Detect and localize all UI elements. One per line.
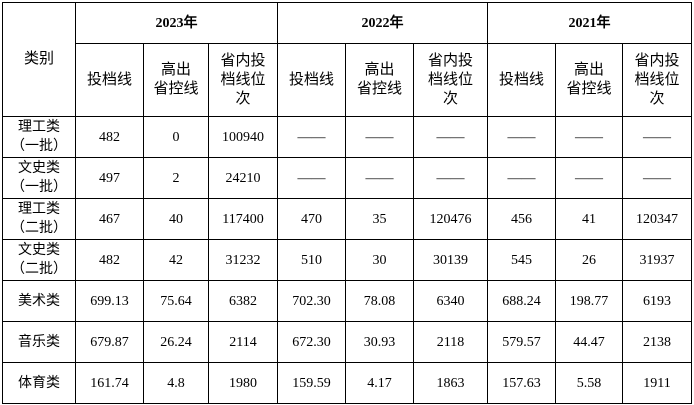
column-header: 投档线 [277, 43, 347, 117]
data-row: 理工类 （二批） 467 40 117400 470 35 120476 456 41 12034… [2, 198, 693, 240]
category-cell: 文史类 （二批） [2, 239, 76, 281]
value-cell: 699.13 [75, 280, 144, 322]
value-cell: 545 [487, 239, 557, 281]
value-cell: 456 [487, 198, 557, 240]
data-row: 文史类 （二批） 482 42 31232 510 30 30139 545 26 31937 [2, 239, 693, 281]
value-cell: —— [413, 157, 489, 199]
column-header: 省内投 档线位 次 [622, 43, 693, 117]
header-row: 投档线 高出 省控线 省内投 档线位 次投档线 高出 省控线 省内投 档线位 次投档线高… [3, 43, 693, 117]
value-cell: 6193 [622, 280, 693, 322]
value-cell: 117400 [207, 198, 279, 240]
value-cell: 482 [75, 239, 144, 281]
category-cell: 美术类 [2, 280, 76, 322]
value-cell: 579.57 [487, 321, 557, 363]
value-cell: 157.63 [487, 362, 557, 404]
category-cell: 理工类 （二批） [2, 198, 76, 240]
year-header: 2021年 [487, 2, 693, 44]
value-cell: 0 [143, 116, 209, 158]
year-header: 2022年 [277, 2, 489, 44]
value-cell: 510 [277, 239, 347, 281]
value-cell: 688.24 [487, 280, 557, 322]
data-row: 体育类 161.74 4.8 1980 159.59 4.17 1863 157.63 5.58… [2, 362, 693, 404]
value-cell: 1863 [413, 362, 489, 404]
value-cell: 2 [143, 157, 209, 199]
value-cell: 161.74 [75, 362, 144, 404]
value-cell: 31232 [207, 239, 279, 281]
value-cell: 467 [75, 198, 144, 240]
value-cell: 4.8 [143, 362, 209, 404]
value-cell: 482 [75, 116, 144, 158]
value-cell: 1980 [207, 362, 279, 404]
table-header: 类别 2023年 2022年 2021年 投档线 高出 省控线 省内投 档线位 次投档线 高出… [2, 2, 693, 117]
value-cell: 497 [75, 157, 144, 199]
category-cell: 理工类 （一批） [2, 116, 76, 158]
value-cell: 6382 [207, 280, 279, 322]
value-cell: —— [622, 157, 693, 199]
value-cell: 1911 [622, 362, 693, 404]
value-cell: 2138 [622, 321, 693, 363]
column-header: 投档线 [75, 43, 144, 117]
value-cell: 702.30 [277, 280, 347, 322]
value-cell: 41 [555, 198, 624, 240]
value-cell: 78.08 [345, 280, 415, 322]
data-row: 美术类 699.13 75.64 6382 702.30 78.08 6340 688.24 1… [2, 280, 693, 322]
value-cell: 24210 [207, 157, 279, 199]
value-cell: —— [345, 116, 415, 158]
data-row: 音乐类 679.87 26.24 2114 672.30 30.93 2118 579.57 4… [2, 321, 693, 363]
value-cell: 4.17 [345, 362, 415, 404]
value-cell: 42 [143, 239, 209, 281]
column-header: 高出 省控线 [143, 43, 209, 117]
value-cell: 672.30 [277, 321, 347, 363]
value-cell: 120347 [622, 198, 693, 240]
value-cell: 159.59 [277, 362, 347, 404]
category-cell: 文史类 （一批） [2, 157, 76, 199]
value-cell: 30139 [413, 239, 489, 281]
value-cell: 40 [143, 198, 209, 240]
value-cell: 5.58 [555, 362, 624, 404]
value-cell: 30.93 [345, 321, 415, 363]
value-cell: 6340 [413, 280, 489, 322]
value-cell: 2118 [413, 321, 489, 363]
value-cell: —— [555, 157, 624, 199]
value-cell: 198.77 [555, 280, 624, 322]
value-cell: —— [555, 116, 624, 158]
table-body: 理工类 （一批） 482 0 100940 —— —— —— —— —— —— 文史类 （一批） 49… [2, 116, 693, 404]
value-cell: —— [277, 116, 347, 158]
category-cell: 体育类 [2, 362, 76, 404]
data-row: 理工类 （一批） 482 0 100940 —— —— —— —— —— —— [2, 116, 693, 158]
column-header: 投档线 [487, 43, 557, 117]
column-header: 高出 省控线 [555, 43, 624, 117]
column-header: 省内投 档线位 次 [413, 43, 489, 117]
value-cell: 470 [277, 198, 347, 240]
value-cell: —— [487, 157, 557, 199]
value-cell: —— [277, 157, 347, 199]
value-cell: 30 [345, 239, 415, 281]
column-header: 省内投 档线位 次 [207, 43, 279, 117]
category-cell: 音乐类 [2, 321, 76, 363]
value-cell: 31937 [622, 239, 693, 281]
value-cell: 120476 [413, 198, 489, 240]
value-cell: 75.64 [143, 280, 209, 322]
header-row: 类别 2023年 2022年 2021年 [2, 2, 693, 117]
value-cell: 26 [555, 239, 624, 281]
value-cell: 26.24 [143, 321, 209, 363]
value-cell: —— [487, 116, 557, 158]
value-cell: 35 [345, 198, 415, 240]
category-header: 类别 [2, 2, 76, 117]
value-cell: —— [622, 116, 693, 158]
value-cell: —— [413, 116, 489, 158]
value-cell: 679.87 [75, 321, 144, 363]
data-row: 文史类 （一批） 497 2 24210 —— —— —— —— —— —— [2, 157, 693, 199]
value-cell: 44.47 [555, 321, 624, 363]
value-cell: 2114 [207, 321, 279, 363]
value-cell: —— [345, 157, 415, 199]
column-header: 高出 省控线 [345, 43, 415, 117]
year-header: 2023年 [74, 2, 279, 44]
value-cell: 100940 [207, 116, 279, 158]
